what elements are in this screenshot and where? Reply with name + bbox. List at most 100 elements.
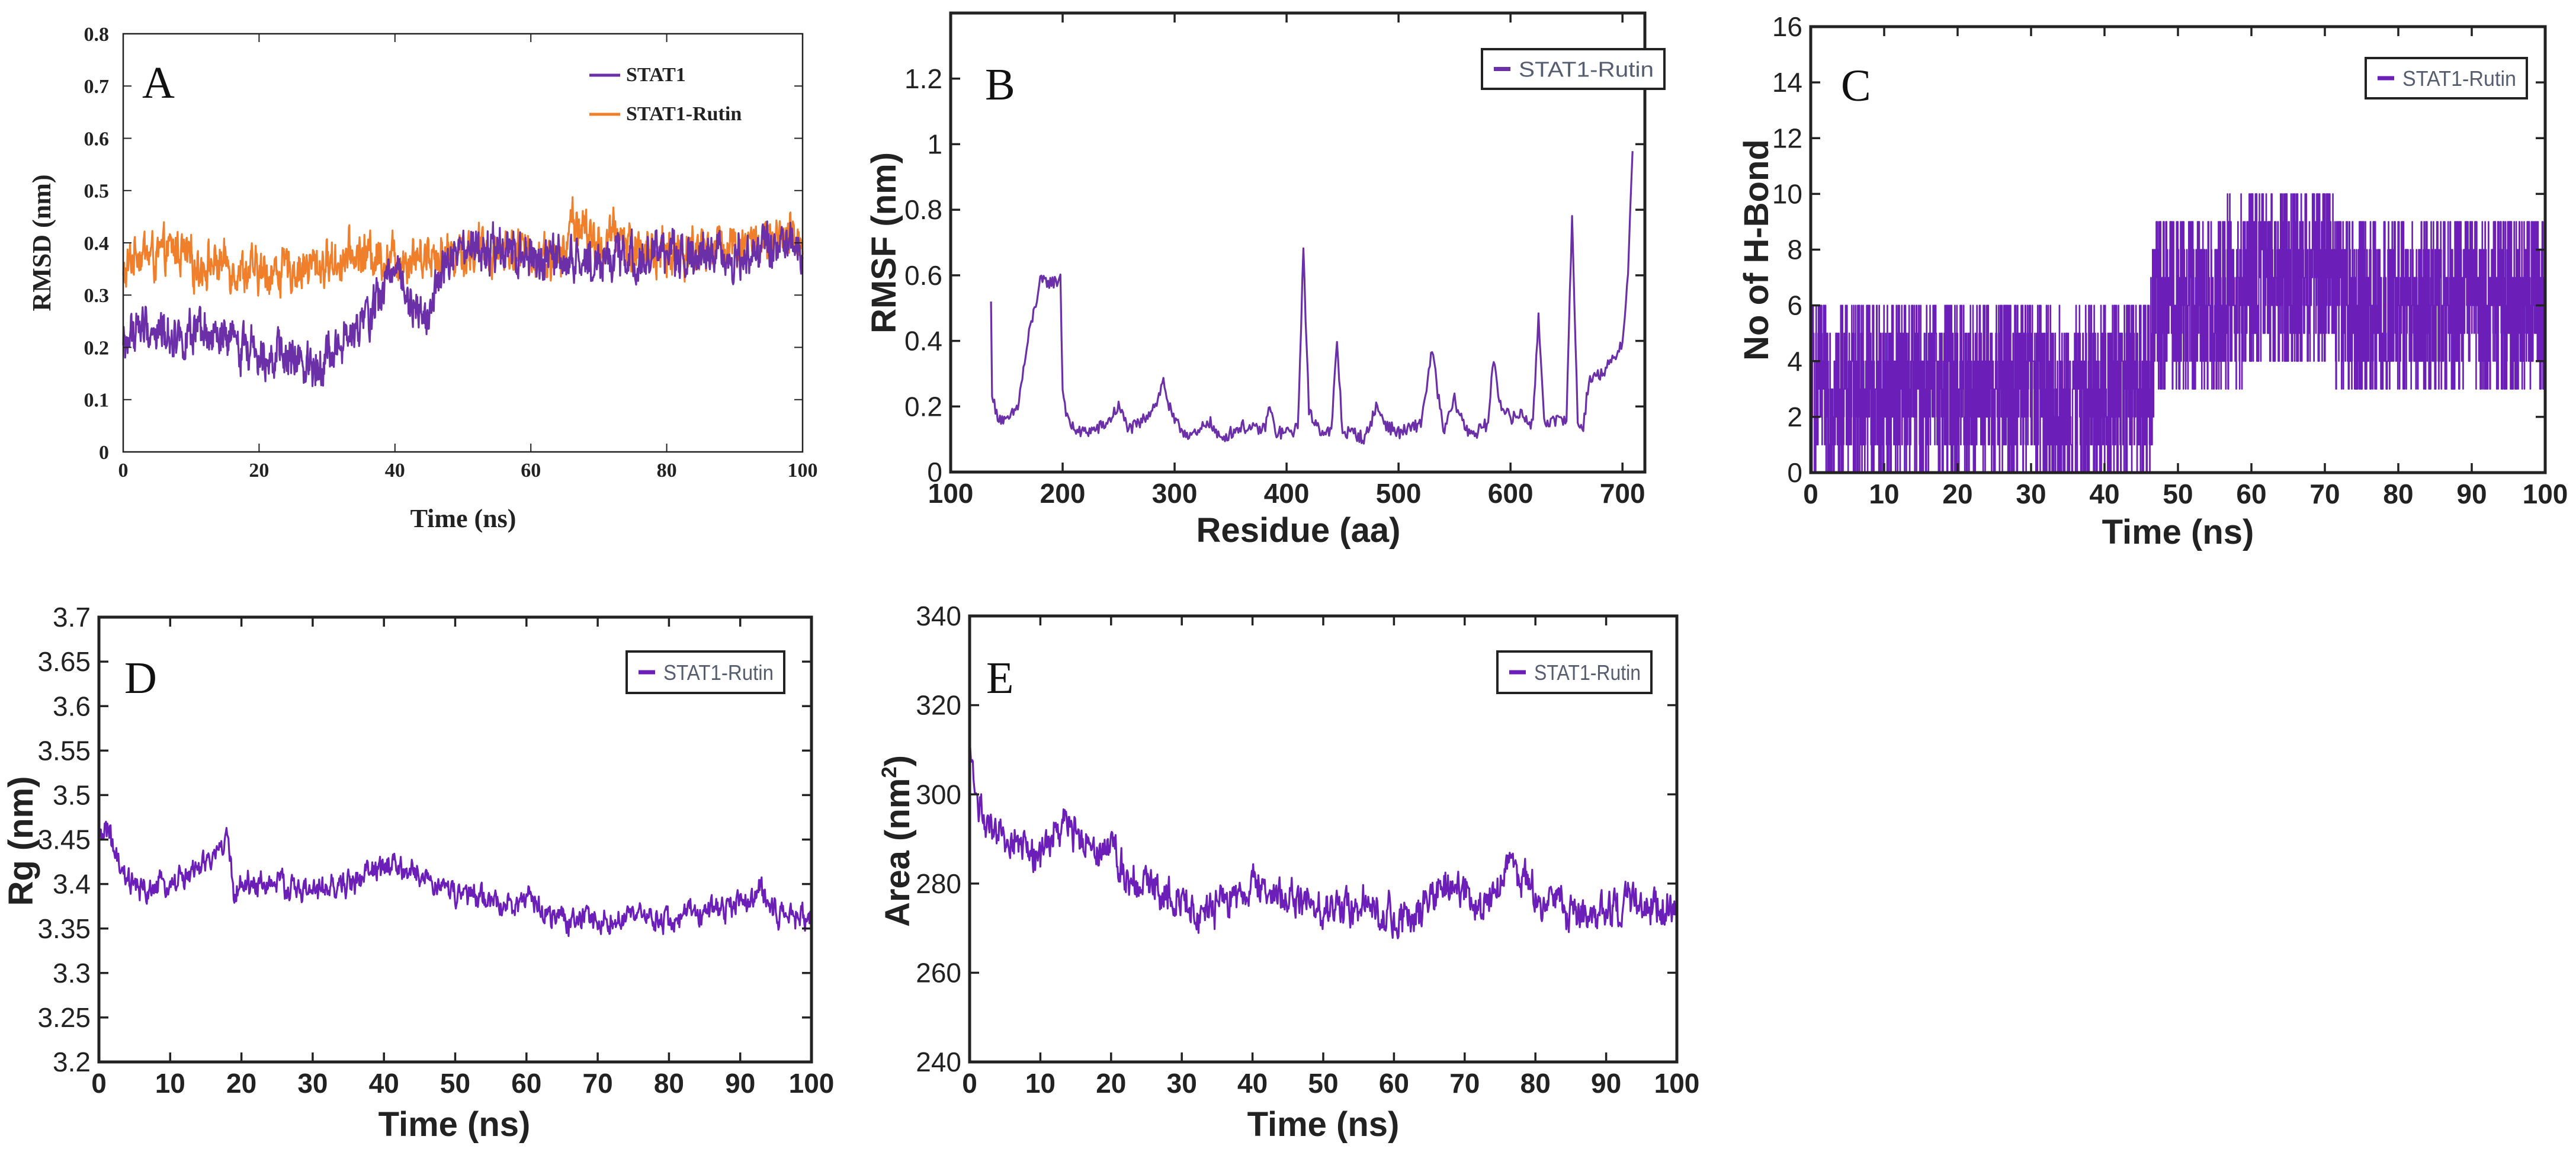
- x-tick-label: 90: [1591, 1068, 1621, 1099]
- x-tick-label: 80: [2383, 479, 2413, 509]
- y-tick-label: 3.4: [53, 869, 91, 900]
- y-tick-label: 0: [1787, 457, 1802, 488]
- legend: STAT1 STAT1-Rutin: [589, 64, 742, 125]
- y-tick-label: 10: [1772, 178, 1802, 209]
- y-tick-label: 0.6: [84, 128, 110, 150]
- y-tick-label: 1: [927, 129, 942, 160]
- panel-a: 0 20 40 60 80 100 0 0.1 0.2 0.3 0.4 0.5 0.6 0.7 0.8 Tim…: [27, 24, 818, 533]
- x-tick-label: 70: [1449, 1068, 1480, 1099]
- x-tick-label: 30: [1167, 1068, 1197, 1099]
- y-tick-label: 3.5: [53, 780, 91, 811]
- x-tick-label: 200: [1040, 478, 1086, 509]
- x-tick-label: 50: [440, 1068, 470, 1099]
- x-tick-label: 40: [1237, 1068, 1268, 1099]
- x-tick-label: 60: [521, 460, 541, 482]
- x-axis-label: Residue (aa): [1196, 511, 1401, 550]
- x-tick-label: 30: [297, 1068, 328, 1099]
- y-tick-label: 260: [916, 958, 961, 989]
- y-tick-label: 0.2: [904, 391, 942, 422]
- panel-b: 100 200 300 400 500 600 700 0 0.2 0.4 0.6 0.8 1 1.2 Re…: [865, 11, 1666, 550]
- y-tick-label: 3.45: [37, 824, 91, 855]
- y-tick-label: 0: [99, 442, 109, 464]
- x-tick-label: 700: [1600, 478, 1645, 509]
- y-tick-label: 3.35: [37, 913, 91, 944]
- x-tick-label: 40: [385, 460, 405, 482]
- x-tick-label: 70: [2309, 479, 2340, 509]
- x-tick-label: 90: [725, 1068, 755, 1099]
- y-tick-label: 0.4: [84, 233, 110, 255]
- y-tick-label: 2: [1787, 402, 1802, 432]
- x-tick-label: 60: [2236, 479, 2266, 509]
- y-tick-label: 3.3: [53, 958, 91, 989]
- y-axis-label: Area (nm2): [878, 755, 917, 927]
- y-tick-label: 0.6: [904, 260, 942, 291]
- series-group: [968, 740, 1678, 939]
- x-tick-label: 60: [1379, 1068, 1409, 1099]
- y-axis-label-text: No of H-Bond: [1737, 139, 1776, 361]
- series-group: [1810, 193, 2546, 474]
- y-tick-label: 6: [1787, 290, 1802, 321]
- x-tick-label: 0: [118, 460, 129, 482]
- y-tick-label: 320: [916, 690, 961, 721]
- y-tick-label: 240: [916, 1047, 961, 1077]
- y-tick-label: 12: [1772, 123, 1802, 153]
- x-tick-label: 50: [2163, 479, 2193, 509]
- y-tick-label: 4: [1787, 346, 1802, 377]
- y-tick-label: 340: [916, 601, 961, 631]
- x-axis-label: Time (ns): [2102, 513, 2254, 551]
- y-axis-label-suffix: ): [878, 755, 917, 766]
- x-tick-label: 100: [789, 1068, 835, 1099]
- y-tick-label: 0.5: [84, 181, 110, 203]
- legend-box: [1481, 48, 1666, 90]
- x-tick-label: 300: [1152, 478, 1198, 509]
- x-tick-label: 10: [1025, 1068, 1056, 1099]
- series-group: [990, 151, 1634, 445]
- y-axis-label: No of H-Bond: [1737, 139, 1776, 361]
- series-line-stat1-rutin: [1810, 193, 2546, 474]
- legend: STAT1-Rutin: [1481, 48, 1666, 90]
- series-line-stat1-rutin: [968, 740, 1678, 939]
- x-axis-label: Time (ns): [410, 504, 517, 533]
- x-axis-label: Time (ns): [378, 1105, 531, 1144]
- y-tick-label: 0.1: [84, 390, 110, 412]
- y-tick-label: 0.8: [84, 24, 110, 46]
- x-tick-label: 40: [2089, 479, 2119, 509]
- y-tick-label: 0.7: [84, 76, 110, 98]
- x-tick-label: 80: [654, 1068, 684, 1099]
- y-axis-label-text: Area (nm: [878, 778, 917, 927]
- y-tick-label: 3.2: [53, 1047, 91, 1077]
- y-tick-label: 0.4: [904, 326, 942, 357]
- x-tick-label: 50: [1308, 1068, 1338, 1099]
- x-tick-label: 80: [1520, 1068, 1551, 1099]
- legend: STAT1-Rutin: [2365, 57, 2528, 100]
- x-tick-label: 0: [962, 1068, 977, 1099]
- x-tick-label: 20: [249, 460, 269, 482]
- x-tick-label: 0: [1803, 479, 1818, 509]
- y-axis-label-superscript: 2: [878, 766, 901, 778]
- series-line-stat1-rutin: [990, 151, 1634, 445]
- y-tick-label: 14: [1772, 67, 1802, 98]
- x-tick-label: 400: [1264, 478, 1310, 509]
- y-axis-label-text: RMSD (nm): [27, 175, 56, 312]
- legend-entry: STAT1-Rutin: [1534, 660, 1641, 685]
- plot-frame: [949, 11, 1647, 474]
- x-tick-label: 60: [511, 1068, 541, 1099]
- panel-label: C: [1841, 61, 1871, 111]
- legend-entry: STAT1-Rutin: [2402, 66, 2516, 91]
- x-tick-label: 10: [1869, 479, 1899, 509]
- y-tick-label: 280: [916, 868, 961, 899]
- series-group: [122, 196, 804, 387]
- y-tick-label: 3.55: [37, 735, 91, 766]
- x-tick-label: 20: [226, 1068, 256, 1099]
- y-axis-label-text: Rg (nm): [2, 776, 40, 906]
- series-line-stat1-rutin: [98, 820, 813, 937]
- x-tick-label: 80: [657, 460, 677, 482]
- y-tick-label: 3.65: [37, 646, 91, 677]
- y-tick-label: 1.2: [904, 63, 942, 94]
- legend-entry: STAT1-Rutin: [1519, 57, 1654, 82]
- y-tick-label: 0: [927, 457, 942, 487]
- y-tick-label: 0.8: [904, 194, 942, 225]
- y-tick-label: 300: [916, 779, 961, 810]
- legend-entry: STAT1-Rutin: [626, 103, 742, 125]
